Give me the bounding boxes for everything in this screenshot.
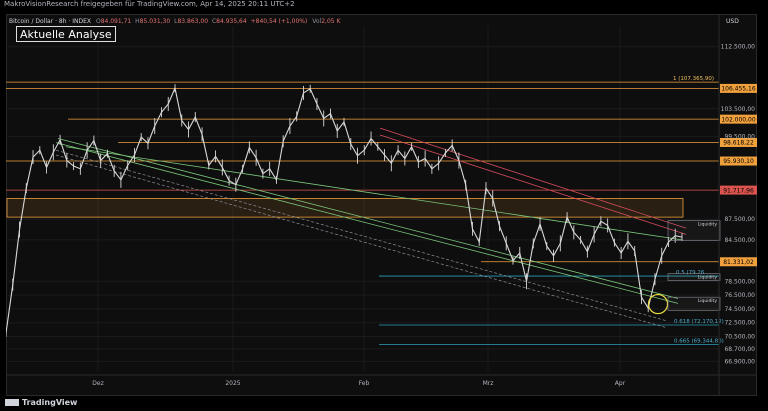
y-tick-label: 76.500,00 bbox=[724, 292, 755, 299]
chart-frame bbox=[6, 14, 757, 396]
tradingview-logo: TradingView bbox=[5, 398, 77, 408]
volume-label: Vol bbox=[312, 18, 321, 25]
trend-line bbox=[57, 138, 679, 299]
price-level-label: 98.618,22 bbox=[723, 140, 754, 147]
close-value: 84.935,64 bbox=[216, 18, 247, 25]
price-level-tag bbox=[720, 83, 757, 93]
liquidity-zone bbox=[667, 296, 721, 311]
x-tick-label: Mrz bbox=[483, 380, 494, 387]
fib-level-label: 0.618 (72.170,12) bbox=[674, 319, 724, 325]
fib-level-label: 1 (107.365,90) bbox=[673, 76, 714, 82]
price-level-tag bbox=[720, 156, 757, 166]
support-circle bbox=[647, 293, 669, 315]
price-chart[interactable]: 106.455,16 102.000,00 98.618,22 95.930,10 91… bbox=[6, 14, 757, 396]
resistance-zone bbox=[6, 198, 684, 218]
y-tick-label: 87.500,00 bbox=[724, 216, 755, 223]
price-level-tag bbox=[720, 114, 757, 124]
ohlc-header: Bitcoin / Dollar · 8h · INDEX O84.091,71… bbox=[9, 18, 342, 25]
x-tick-label: Dez bbox=[92, 380, 103, 387]
high-value: 85.031,30 bbox=[140, 18, 171, 25]
currency-label: USD bbox=[726, 18, 739, 25]
open-value: 84.091,71 bbox=[101, 18, 132, 25]
liquidity-label: Liquidity bbox=[698, 298, 718, 304]
price-level-label: 102.000,00 bbox=[721, 116, 756, 123]
y-tick-label: 72.500,00 bbox=[724, 320, 755, 327]
x-tick-label: Feb bbox=[359, 380, 370, 387]
volume-value: 2,05 K bbox=[321, 18, 341, 25]
trend-line bbox=[379, 127, 687, 229]
footer-bar bbox=[0, 396, 768, 411]
x-tick-label: Apr bbox=[615, 380, 626, 387]
publish-credit: MakroVisionResearch freigegeben für Trad… bbox=[4, 0, 295, 8]
fib-level-label: 0.665 (69.344,80) bbox=[674, 338, 724, 344]
liquidity-zone bbox=[667, 220, 721, 241]
open-label: O bbox=[96, 18, 101, 25]
trend-line-dashed bbox=[55, 149, 667, 321]
liquidity-label: Liquidity bbox=[698, 275, 718, 281]
price-level-label: 95.930,10 bbox=[723, 158, 754, 165]
high-label: H bbox=[135, 18, 140, 25]
close-label: C bbox=[212, 18, 216, 25]
price-level-label: 81.331,02 bbox=[723, 259, 754, 266]
y-tick-label: 112.500,00 bbox=[721, 44, 756, 51]
tradingview-logo-icon bbox=[5, 399, 19, 406]
analysis-title-box: Aktuelle Analyse bbox=[16, 26, 116, 42]
low-label: L bbox=[174, 18, 178, 25]
trend-line bbox=[55, 142, 679, 304]
publish-credit-bar: MakroVisionResearch freigegeben für Trad… bbox=[0, 0, 768, 8]
y-tick-label: 68.700,00 bbox=[724, 346, 755, 353]
low-value: 83.863,00 bbox=[177, 18, 208, 25]
price-level-tag bbox=[720, 257, 757, 267]
trend-line bbox=[65, 146, 683, 241]
y-tick-label: 66.900,00 bbox=[724, 358, 755, 365]
price-level-tag bbox=[720, 185, 757, 195]
price-level-label: 91.717,96 bbox=[723, 187, 754, 194]
change-value: +840,54 (+1,00%) bbox=[251, 18, 308, 25]
liquidity-zone bbox=[667, 273, 721, 281]
y-tick-label: 74.500,00 bbox=[724, 306, 755, 313]
tradingview-brand: TradingView bbox=[22, 398, 78, 407]
y-tick-label: 84.500,00 bbox=[724, 237, 755, 244]
y-tick-label: 99.500,00 bbox=[724, 133, 755, 140]
trend-line-dashed bbox=[55, 154, 667, 328]
fib-level-label: 0.5 (79.26 bbox=[676, 270, 705, 276]
price-level-tag bbox=[720, 137, 757, 147]
x-tick-label: 2025 bbox=[225, 380, 240, 387]
liquidity-label: Liquidity bbox=[698, 222, 718, 228]
y-tick-label: 103.500,00 bbox=[721, 106, 756, 113]
y-tick-label: 78.500,00 bbox=[724, 278, 755, 285]
trend-line bbox=[379, 134, 687, 235]
y-tick-label: 70.500,00 bbox=[724, 334, 755, 341]
symbol-label: Bitcoin / Dollar · 8h · INDEX bbox=[9, 18, 91, 25]
price-level-label: 106.455,16 bbox=[721, 86, 756, 93]
